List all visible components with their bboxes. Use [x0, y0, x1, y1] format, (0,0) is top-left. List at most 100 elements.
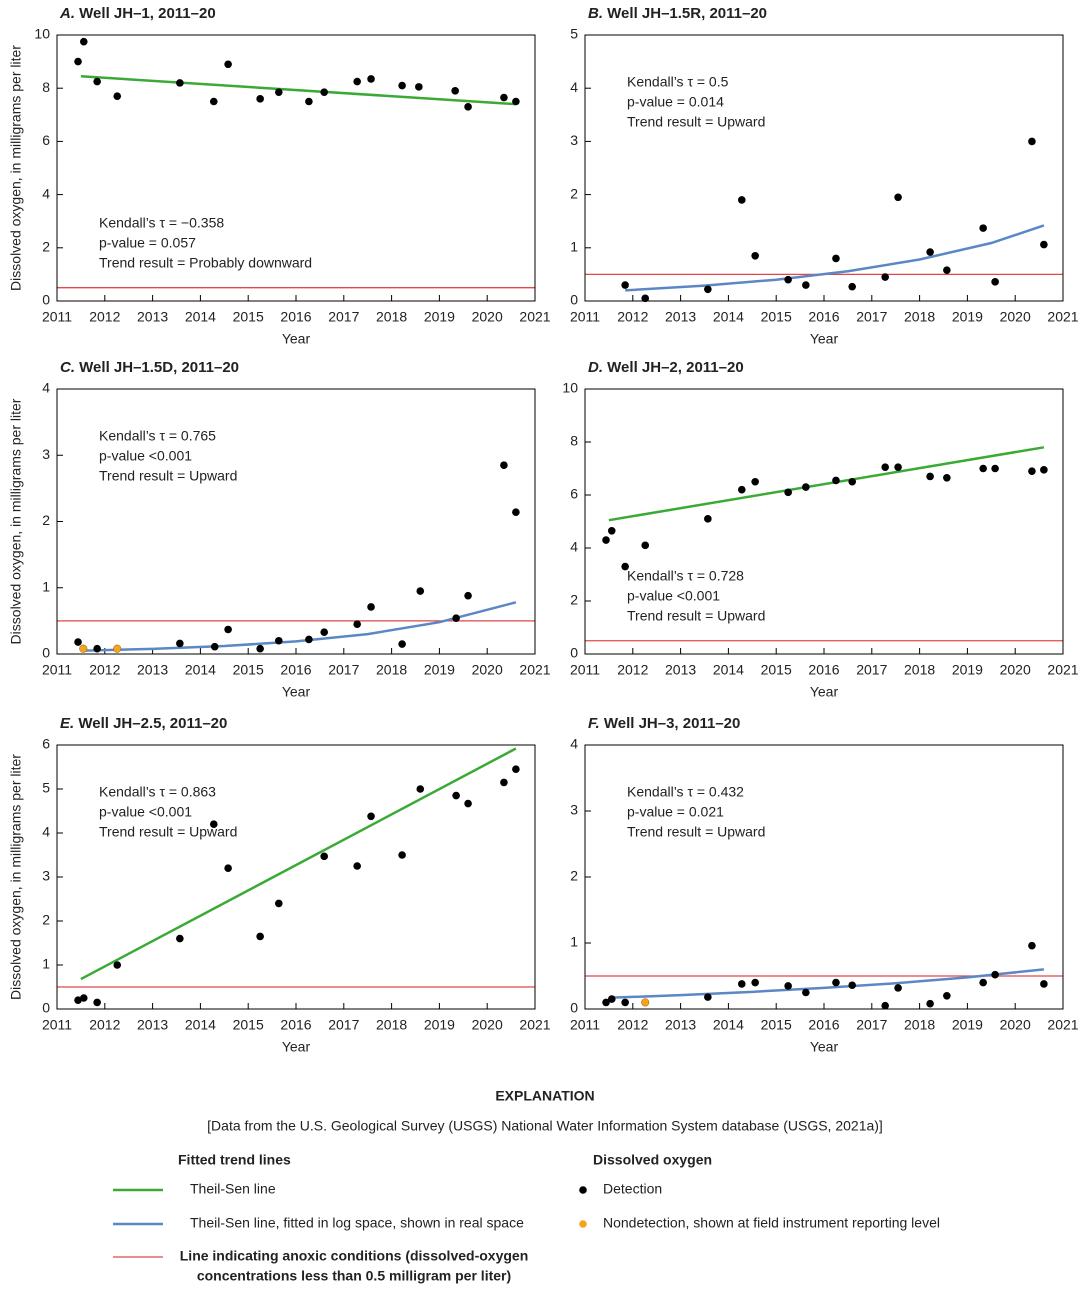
data-point — [274, 636, 283, 645]
legend-heading: Dissolved oxygen — [593, 1152, 712, 1168]
data-point — [784, 982, 792, 990]
y-axis-title: Dissolved oxygen, in milligrams per lite… — [8, 754, 24, 1000]
y-tick-label: 5 — [570, 26, 578, 42]
data-point — [737, 485, 746, 494]
x-tick-label: 2020 — [1000, 662, 1031, 678]
panel-label: B. — [588, 5, 603, 22]
x-tick-label: 2018 — [376, 662, 407, 678]
data-point — [274, 88, 283, 96]
data-point — [802, 483, 810, 491]
data-point — [93, 77, 101, 86]
y-tick-label: 8 — [42, 79, 50, 95]
x-tick-label: 2012 — [89, 662, 120, 678]
x-tick-label: 2019 — [952, 662, 983, 678]
data-point — [113, 92, 122, 100]
x-tick-label: 2012 — [617, 662, 648, 678]
y-tick-label: 2 — [42, 912, 50, 928]
x-tick-label: 2016 — [808, 662, 839, 678]
x-tick-label: 2013 — [665, 309, 696, 325]
data-point — [1040, 980, 1048, 988]
annotation: Kendall’s τ = 0.863 — [99, 784, 216, 800]
data-point — [991, 464, 999, 473]
annotation: p-value = 0.014 — [627, 94, 724, 110]
trend-line — [80, 747, 517, 981]
data-point — [607, 995, 616, 1003]
data-point — [464, 591, 472, 600]
y-tick-label: 4 — [570, 79, 578, 95]
data-point — [209, 820, 218, 828]
x-tick-label: 2013 — [137, 662, 168, 678]
data-point — [641, 541, 650, 550]
annotation: p-value <0.001 — [99, 448, 192, 464]
x-tick-label: 2018 — [904, 662, 935, 678]
data-point — [943, 992, 951, 1000]
data-point — [93, 644, 101, 653]
panel-title: C. Well JH–1.5D, 2011–20 — [60, 359, 239, 376]
data-point — [979, 978, 987, 987]
x-tick-label: 2018 — [904, 309, 935, 325]
x-tick-label: 2021 — [519, 1017, 550, 1033]
plot-frame — [56, 388, 536, 655]
panel-title-text: Well JH–1.5D, 2011–20 — [79, 359, 239, 376]
data-point — [926, 248, 934, 256]
x-tick-label: 2016 — [280, 309, 311, 325]
trend-line — [625, 224, 1045, 292]
data-point — [416, 587, 425, 595]
data-point — [416, 785, 425, 793]
y-axis-title: Dissolved oxygen, in milligrams per lite… — [8, 398, 24, 644]
trend-line — [608, 968, 1045, 1000]
data-point — [451, 87, 459, 95]
data-point — [1028, 467, 1036, 475]
data-point — [398, 81, 406, 90]
x-tick-label: 2021 — [1047, 309, 1078, 325]
data-point — [1040, 466, 1048, 474]
data-point — [113, 644, 122, 653]
y-tick-label: 3 — [42, 868, 50, 884]
x-tick-label: 2017 — [328, 662, 359, 678]
x-tick-label: 2017 — [328, 1017, 359, 1033]
panel-label: C. — [60, 359, 75, 376]
legend-label: concentrations less than 0.5 milligram p… — [197, 1268, 511, 1284]
y-tick-label: 2 — [570, 592, 578, 608]
data-point — [464, 103, 472, 111]
x-tick-label: 2014 — [713, 309, 744, 325]
trend-line — [83, 601, 517, 652]
data-point — [305, 635, 313, 644]
data-point — [210, 642, 219, 651]
panel-label: D. — [588, 359, 603, 376]
data-point — [881, 273, 889, 281]
annotation: Trend result = Upward — [99, 824, 237, 840]
x-tick-label: 2017 — [856, 1017, 887, 1033]
y-tick-label: 10 — [562, 380, 578, 396]
annotation: Trend result = Probably downward — [99, 255, 312, 271]
data-point — [943, 266, 951, 274]
x-tick-label: 2017 — [328, 309, 359, 325]
data-point — [602, 998, 610, 1007]
data-point — [802, 988, 810, 997]
data-point — [176, 639, 184, 648]
x-axis-title: Year — [810, 331, 839, 347]
data-point — [512, 765, 520, 773]
y-tick-label: 0 — [42, 1000, 50, 1016]
panel-label: A. — [59, 5, 75, 22]
data-point — [737, 980, 746, 988]
x-tick-label: 2016 — [280, 662, 311, 678]
x-tick-label: 2013 — [665, 1017, 696, 1033]
x-axis-title: Year — [282, 331, 311, 347]
data-point — [452, 791, 460, 800]
data-point — [353, 862, 361, 870]
data-point — [1040, 240, 1048, 249]
data-point — [224, 60, 232, 69]
x-tick-label: 2020 — [1000, 309, 1031, 325]
y-tick-label: 4 — [42, 824, 50, 840]
x-tick-label: 2014 — [185, 1017, 216, 1033]
x-tick-label: 2016 — [280, 1017, 311, 1033]
x-axis-title: Year — [810, 684, 839, 700]
data-point — [832, 978, 840, 987]
data-point — [704, 515, 712, 523]
data-point — [353, 620, 361, 628]
data-point — [751, 978, 759, 987]
legend-title: EXPLANATION — [495, 1088, 594, 1104]
x-tick-label: 2017 — [856, 662, 887, 678]
